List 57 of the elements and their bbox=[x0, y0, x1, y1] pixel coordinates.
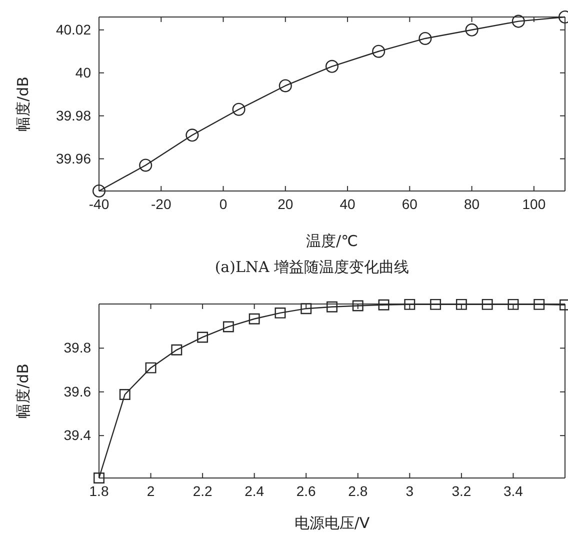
point bbox=[94, 472, 104, 484]
point bbox=[372, 44, 386, 58]
point bbox=[482, 298, 493, 310]
point bbox=[456, 298, 467, 310]
x-tick-label: 2 bbox=[146, 482, 155, 499]
y-axis-title: 幅度/dB bbox=[14, 76, 32, 132]
point bbox=[186, 128, 199, 142]
point bbox=[465, 23, 478, 36]
point bbox=[512, 14, 525, 28]
point bbox=[274, 307, 286, 318]
point bbox=[278, 79, 292, 92]
y-tick-label: 39.8 bbox=[64, 340, 92, 356]
point bbox=[325, 60, 339, 73]
x-tick-label: 2.2 bbox=[192, 482, 212, 499]
point bbox=[300, 303, 312, 314]
y-axis-title: 幅度/dB bbox=[14, 364, 32, 418]
x-tick-label: 1.8 bbox=[89, 482, 109, 499]
point bbox=[430, 298, 442, 310]
point bbox=[404, 298, 416, 310]
y-tick-label: 40 bbox=[75, 64, 92, 80]
y-tick-label: 39.4 bbox=[64, 427, 92, 444]
x-tick-label: 2.6 bbox=[296, 482, 316, 499]
y-tick-label: 40.02 bbox=[56, 21, 92, 38]
x-axis-title: 温度/℃ bbox=[306, 232, 358, 250]
point bbox=[145, 362, 156, 374]
x-tick-label: 3.4 bbox=[503, 482, 524, 499]
x-tick-label: 2.8 bbox=[348, 482, 368, 499]
x-tick-label: 0 bbox=[219, 196, 228, 212]
x-tick-label: 3.2 bbox=[452, 482, 472, 499]
point bbox=[534, 298, 545, 310]
point bbox=[248, 313, 260, 324]
point bbox=[352, 300, 364, 312]
point bbox=[222, 321, 234, 332]
point bbox=[139, 158, 152, 172]
x-tick-label: -40 bbox=[88, 196, 110, 212]
y-tick-label: 39.96 bbox=[56, 150, 92, 166]
x-tick-label: 3 bbox=[406, 482, 414, 499]
point bbox=[326, 301, 338, 312]
x-tick-label: 60 bbox=[402, 196, 418, 212]
y-tick-label: 39.6 bbox=[64, 383, 92, 400]
x-tick-label: 80 bbox=[464, 196, 480, 212]
point bbox=[378, 299, 390, 310]
x-tick-label: 2.4 bbox=[244, 482, 264, 499]
point bbox=[92, 184, 106, 198]
x-tick-label: 40 bbox=[340, 196, 356, 212]
point bbox=[171, 344, 182, 356]
point bbox=[119, 389, 130, 400]
x-tick-label: 100 bbox=[522, 196, 546, 212]
point bbox=[508, 298, 519, 310]
text: (a)LNA 增益随温度变化曲线 bbox=[214, 258, 410, 276]
x-tick-label: -20 bbox=[151, 196, 172, 212]
y-tick-label: 39.98 bbox=[56, 107, 92, 124]
x-tick-label: 20 bbox=[278, 196, 294, 212]
point bbox=[197, 332, 208, 343]
point bbox=[418, 32, 432, 45]
point bbox=[232, 102, 246, 116]
x-axis-title: 电源电压/V bbox=[294, 514, 370, 532]
